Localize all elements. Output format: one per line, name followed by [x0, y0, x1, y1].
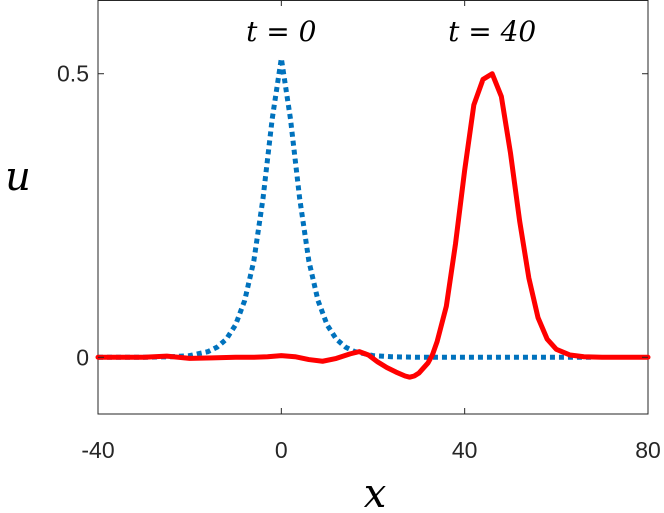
annotation-label-2: t = 40	[448, 15, 536, 48]
annotation-label-1: t = 0	[246, 15, 316, 48]
y-tick-label: 0.5	[57, 61, 89, 87]
series-line-1	[98, 55, 593, 360]
x-tick-label: 40	[452, 437, 478, 463]
axis-labels: x u t = 0 t = 40	[5, 15, 536, 513]
x-tick-label: 0	[275, 437, 288, 463]
x-tick-label: 80	[635, 437, 661, 463]
plot-area	[95, 0, 651, 415]
series-line-2	[95, 71, 651, 380]
y-axis-label: u	[5, 154, 31, 200]
y-tick-label: 0	[76, 344, 89, 370]
axis-ticks: -40 0 40 80 0 0.5	[57, 0, 661, 463]
x-tick-label: -40	[81, 437, 114, 463]
x-axis-label: x	[364, 471, 387, 513]
axes-box	[97, 0, 649, 415]
